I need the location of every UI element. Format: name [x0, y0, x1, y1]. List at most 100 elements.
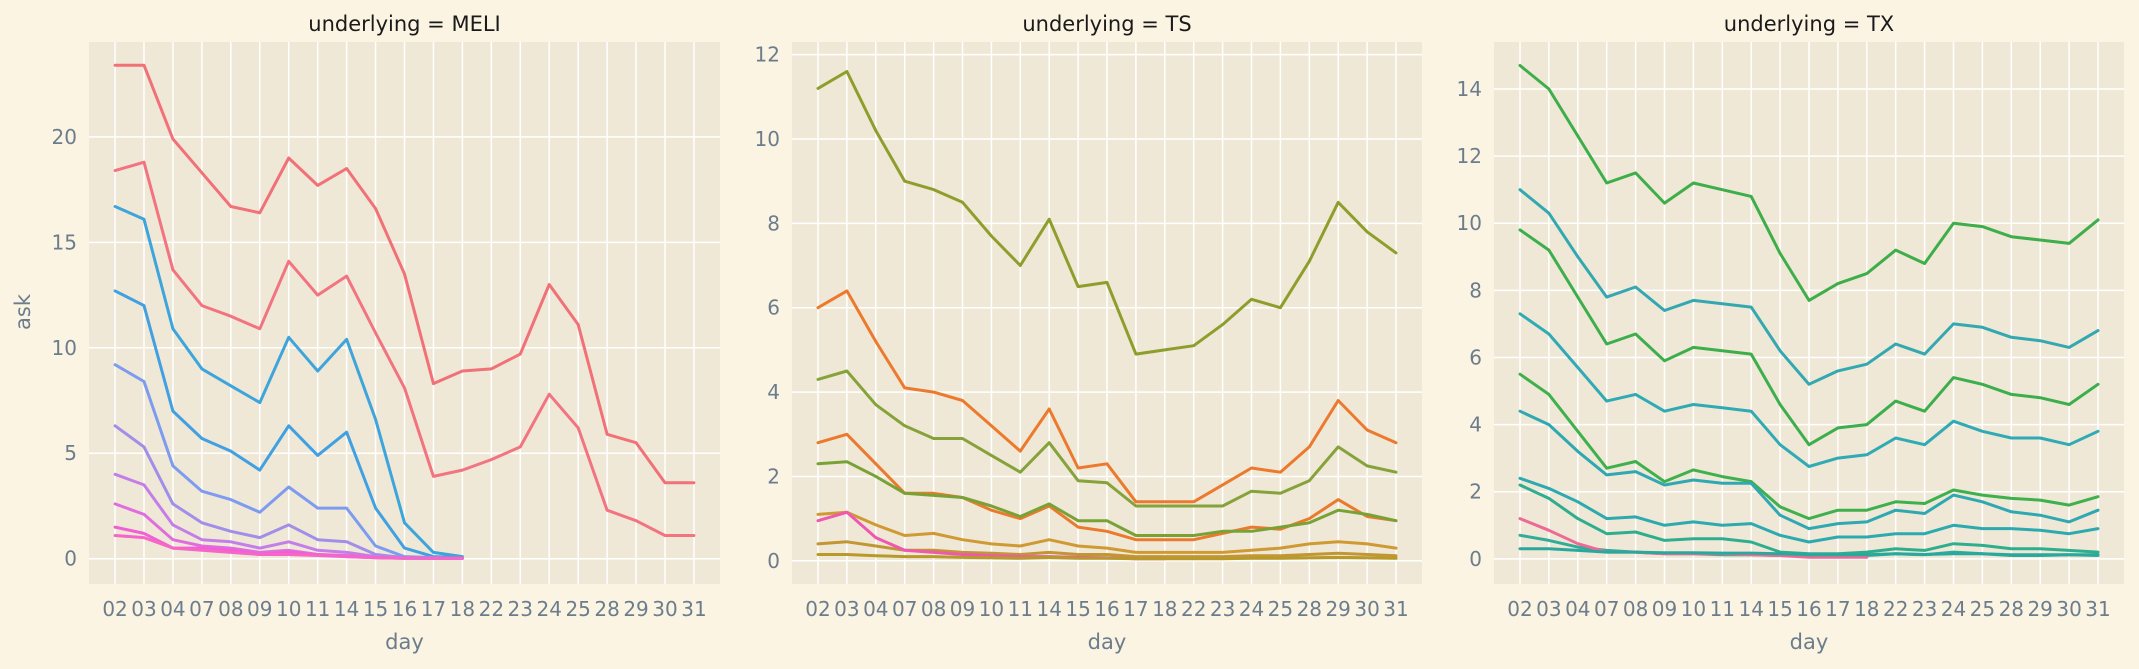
- series-line: [1518, 228, 2100, 447]
- x-tick-label: 08: [921, 597, 946, 621]
- x-tick-label: 24: [536, 597, 561, 621]
- series-line: [113, 205, 464, 559]
- x-tick-label: 25: [565, 597, 590, 621]
- x-tick-label: 10: [1681, 597, 1706, 621]
- series-line: [816, 510, 1398, 554]
- x-tick-label: 29: [1325, 597, 1350, 621]
- y-tick-label: 4: [767, 380, 780, 404]
- facet-title: underlying = TS: [1022, 12, 1191, 36]
- y-tick-label: 10: [52, 336, 77, 360]
- x-tick-label: 08: [218, 597, 243, 621]
- x-tick-label: 31: [681, 597, 706, 621]
- x-tick-label: 18: [1152, 597, 1177, 621]
- y-tick-label: 10: [755, 127, 780, 151]
- series-line: [1518, 476, 2100, 544]
- y-tick-label: 0: [767, 549, 780, 573]
- x-tick-label: 17: [1825, 597, 1850, 621]
- x-tick-label: 03: [131, 597, 156, 621]
- x-tick-label: 29: [2027, 597, 2052, 621]
- x-tick-label: 31: [2085, 597, 2110, 621]
- x-tick-label: 23: [1210, 597, 1235, 621]
- x-tick-label: 09: [247, 597, 272, 621]
- x-tick-label: 30: [1354, 597, 1379, 621]
- facet-title: underlying = MELI: [308, 12, 500, 36]
- series-line: [1518, 312, 2100, 468]
- x-tick-label: 16: [1094, 597, 1119, 621]
- x-tick-label: 22: [479, 597, 504, 621]
- x-tick-label: 04: [1565, 597, 1590, 621]
- y-tick-label: 2: [767, 464, 780, 488]
- x-tick-label: 11: [1710, 597, 1735, 621]
- x-tick-label: 08: [1623, 597, 1648, 621]
- series-line: [816, 289, 1398, 504]
- x-tick-label: 04: [160, 597, 185, 621]
- x-tick-label: 28: [594, 597, 619, 621]
- x-axis-label: day: [1088, 630, 1127, 654]
- x-tick-label: 11: [305, 597, 330, 621]
- x-tick-label: 02: [1507, 597, 1532, 621]
- series-line: [1518, 64, 2100, 302]
- y-axis-label: ask: [11, 293, 35, 330]
- x-tick-label: 28: [1297, 597, 1322, 621]
- y-tick-label: 10: [1457, 211, 1482, 235]
- x-tick-label: 30: [652, 597, 677, 621]
- x-tick-label: 22: [1181, 597, 1206, 621]
- x-tick-label: 15: [363, 597, 388, 621]
- y-tick-label: 12: [755, 43, 780, 67]
- x-tick-label: 02: [805, 597, 830, 621]
- x-tick-label: 25: [1268, 597, 1293, 621]
- x-axis-label: day: [385, 630, 424, 654]
- series-line: [113, 63, 696, 485]
- series-line: [816, 553, 1398, 561]
- series-line: [113, 534, 464, 560]
- y-tick-label: 20: [52, 125, 77, 149]
- x-tick-label: 16: [392, 597, 417, 621]
- series-line: [1518, 409, 2100, 531]
- x-tick-label: 09: [950, 597, 975, 621]
- series-line: [816, 460, 1398, 537]
- x-tick-label: 28: [1999, 597, 2024, 621]
- x-tick-label: 07: [1594, 597, 1619, 621]
- x-tick-label: 24: [1239, 597, 1264, 621]
- x-tick-label: 23: [508, 597, 533, 621]
- series-line: [113, 160, 696, 537]
- x-tick-label: 15: [1065, 597, 1090, 621]
- x-tick-label: 03: [834, 597, 859, 621]
- series-line: [1518, 372, 2100, 521]
- x-tick-label: 16: [1796, 597, 1821, 621]
- x-tick-label: 30: [2056, 597, 2081, 621]
- x-tick-label: 07: [892, 597, 917, 621]
- x-tick-label: 18: [1854, 597, 1879, 621]
- series-line: [113, 289, 464, 560]
- x-tick-label: 03: [1536, 597, 1561, 621]
- y-tick-label: 8: [767, 211, 780, 235]
- x-tick-label: 22: [1883, 597, 1908, 621]
- x-tick-label: 31: [1383, 597, 1408, 621]
- series-line: [816, 70, 1398, 356]
- x-tick-label: 10: [276, 597, 301, 621]
- x-tick-label: 24: [1941, 597, 1966, 621]
- x-tick-label: 14: [334, 597, 359, 621]
- y-tick-label: 6: [1469, 345, 1482, 369]
- y-tick-label: 0: [64, 547, 77, 571]
- facet-title: underlying = TX: [1724, 12, 1894, 36]
- y-tick-label: 2: [1469, 480, 1482, 504]
- y-tick-label: 15: [52, 230, 77, 254]
- x-tick-label: 17: [421, 597, 446, 621]
- x-tick-label: 04: [863, 597, 888, 621]
- y-tick-label: 5: [64, 441, 77, 465]
- x-tick-label: 09: [1652, 597, 1677, 621]
- y-tick-label: 4: [1469, 413, 1482, 437]
- x-tick-label: 23: [1912, 597, 1937, 621]
- x-axis-label: day: [1790, 630, 1829, 654]
- x-tick-label: 15: [1767, 597, 1792, 621]
- y-tick-label: 12: [1457, 144, 1482, 168]
- y-tick-label: 6: [767, 296, 780, 320]
- series-line: [1518, 547, 2100, 557]
- x-tick-label: 10: [979, 597, 1004, 621]
- series-line: [1518, 188, 2100, 386]
